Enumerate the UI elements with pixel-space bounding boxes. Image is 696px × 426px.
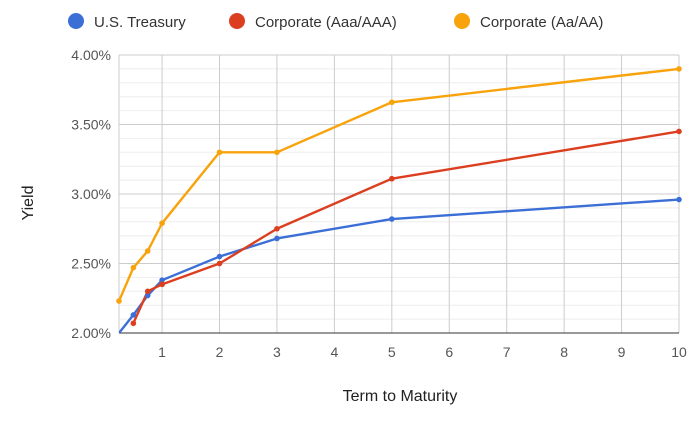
series-point-1 (216, 253, 223, 260)
series-point-1 (676, 196, 682, 203)
legend-label-3: Corporate (Aa/AA) (480, 14, 603, 31)
legend-swatch-1 (68, 13, 84, 29)
series-point-2 (216, 260, 223, 267)
x-tick-label: 5 (388, 344, 396, 360)
x-tick-label: 8 (560, 344, 568, 360)
series-point-3 (676, 66, 682, 72)
y-tick-label: 3.50% (71, 117, 111, 133)
x-tick-label: 6 (445, 344, 453, 360)
series-line-2 (132, 130, 680, 324)
y-axis-tick-labels: 2.00% 2.50% 3.00% 3.50% 4.00% (71, 47, 111, 341)
series-point-3 (216, 149, 223, 156)
legend-item-3[interactable]: Corporate (Aa/AA) (454, 13, 603, 31)
series-point-3 (130, 264, 137, 271)
x-axis-tick-labels: 1 2 3 4 5 6 7 8 9 10 (158, 344, 687, 360)
series-point-1 (274, 235, 280, 242)
series-point-3 (144, 248, 151, 254)
x-tick-label: 1 (158, 344, 166, 360)
series-point-2 (130, 320, 137, 327)
legend-label-2: Corporate (Aaa/AAA) (255, 14, 397, 31)
y-tick-label: 3.00% (71, 186, 111, 202)
y-tick-label: 2.50% (71, 256, 111, 272)
series-point-2 (389, 175, 395, 182)
major-gridlines (118, 54, 680, 334)
series-line-3 (119, 67, 680, 302)
series-point-2 (274, 225, 280, 232)
series-point-3 (116, 298, 122, 304)
x-tick-label: 7 (503, 344, 511, 360)
x-axis-title: Term to Maturity (343, 388, 458, 405)
legend-swatch-3 (454, 13, 470, 29)
x-tick-label: 3 (273, 344, 281, 360)
x-tick-label: 9 (618, 344, 626, 360)
y-axis-title: Yield (20, 186, 37, 221)
series-lines (119, 67, 680, 333)
x-tick-label: 2 (216, 344, 224, 360)
series-point-2 (144, 288, 151, 295)
series-point-3 (389, 99, 395, 106)
y-tick-label: 2.00% (71, 325, 111, 341)
legend-item-2[interactable]: Corporate (Aaa/AAA) (229, 13, 397, 31)
y-tick-label: 4.00% (71, 47, 111, 63)
x-tick-label: 4 (330, 344, 338, 360)
legend-item-1[interactable]: U.S. Treasury (68, 13, 186, 31)
series-point-1 (130, 312, 137, 318)
x-tick-label: 10 (671, 344, 687, 360)
series-point-3 (274, 149, 280, 156)
series-point-2 (676, 128, 682, 135)
legend[interactable]: U.S. Treasury Corporate (Aaa/AAA) Corporat… (68, 13, 603, 31)
series-point-2 (159, 281, 165, 288)
series-point-1 (159, 277, 165, 283)
legend-label-1: U.S. Treasury (94, 14, 186, 31)
series-points (116, 66, 682, 327)
series-line-1 (119, 198, 680, 333)
legend-swatch-2 (229, 13, 245, 29)
series-point-3 (159, 220, 165, 226)
series-point-1 (389, 216, 395, 222)
series-point-1 (144, 292, 151, 299)
